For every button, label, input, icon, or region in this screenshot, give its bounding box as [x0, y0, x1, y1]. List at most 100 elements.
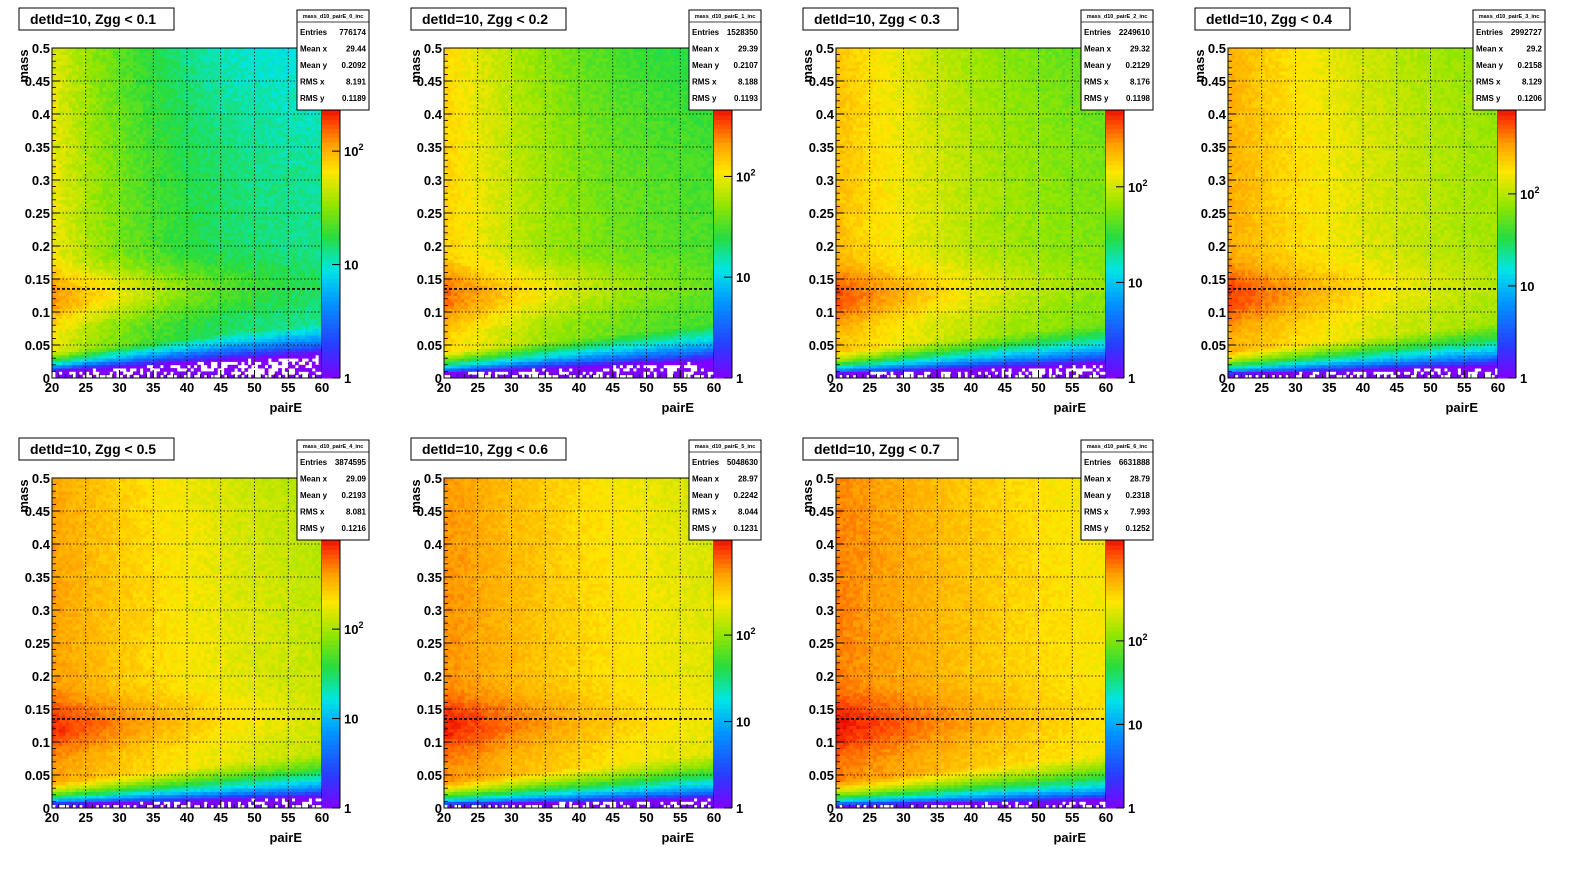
title-box: detId=10, Zgg < 0.5 [19, 438, 174, 460]
palette-swatch [322, 328, 340, 333]
palette-swatch [1106, 740, 1124, 745]
palette-swatch [322, 369, 340, 374]
palette-swatch [714, 111, 732, 116]
palette-swatch [322, 138, 340, 143]
palette-swatch [714, 794, 732, 799]
palette-swatch [1106, 758, 1124, 763]
x-tick-label: 50 [1031, 810, 1045, 825]
palette-swatch [322, 618, 340, 623]
palette-swatch [714, 133, 732, 138]
palette-swatch [322, 283, 340, 288]
y-tick-label: 0.15 [25, 702, 50, 717]
y-tick-label: 0.5 [1208, 41, 1226, 56]
y-tick-label: 0.5 [424, 471, 442, 486]
palette-label-exponent: 2 [358, 620, 363, 630]
x-tick-label: 50 [639, 810, 653, 825]
palette-swatch [1106, 726, 1124, 731]
palette-swatch [1106, 541, 1124, 546]
y-tick-label: 0.5 [32, 471, 50, 486]
y-tick-label: 0 [43, 801, 50, 816]
palette-swatch [322, 111, 340, 116]
x-tick-label: 25 [1255, 380, 1269, 395]
y-tick-label: 0.4 [32, 107, 51, 122]
palette-swatch [1106, 604, 1124, 609]
palette-swatch [1498, 151, 1516, 156]
chart-panel: 20 25 30 35 40 45 50 55 60pairE00.050.10.150.20.… [408, 438, 761, 845]
palette-swatch [1106, 686, 1124, 691]
palette-swatch [1498, 165, 1516, 170]
palette-label: 1 [1128, 371, 1135, 386]
palette-swatch [322, 699, 340, 704]
palette-swatch [1106, 613, 1124, 618]
chart-panel: 20 25 30 35 40 45 50 55 60pairE00.050.10.150.20.… [16, 438, 369, 845]
palette-swatch [1498, 233, 1516, 238]
x-tick-label: 60 [707, 810, 721, 825]
palette-swatch [1106, 197, 1124, 202]
stats-value: 2992727 [1511, 28, 1543, 37]
palette-swatch [1106, 708, 1124, 713]
stats-key: Entries [300, 458, 328, 467]
stats-name: mass_d10_pairE_2_inc [1087, 14, 1148, 20]
x-tick-label: 35 [146, 380, 160, 395]
x-tick-label: 55 [1065, 380, 1079, 395]
palette-swatch [714, 695, 732, 700]
x-tick-label: 45 [606, 380, 620, 395]
y-tick-label: 0.25 [417, 636, 442, 651]
palette-swatch [322, 550, 340, 555]
palette-swatch [322, 278, 340, 283]
palette-swatch [1106, 627, 1124, 632]
x-tick-label: 50 [247, 380, 261, 395]
x-tick-label: 60 [707, 380, 721, 395]
palette-swatch [322, 667, 340, 672]
palette-swatch [714, 319, 732, 324]
stats-key: Entries [300, 28, 328, 37]
x-tick-label: 55 [281, 380, 295, 395]
palette-swatch [322, 799, 340, 804]
palette-swatch [1498, 174, 1516, 179]
title-box: detId=10, Zgg < 0.6 [411, 438, 566, 460]
palette-swatch [322, 324, 340, 329]
palette-swatch [1106, 269, 1124, 274]
palette-swatch [322, 233, 340, 238]
title-box: detId=10, Zgg < 0.7 [803, 438, 958, 460]
palette-swatch [322, 351, 340, 356]
stats-key: RMS y [1476, 94, 1501, 103]
palette-swatch [322, 568, 340, 573]
palette-swatch [1106, 274, 1124, 279]
palette-label: 10 [736, 270, 750, 285]
palette-swatch [1106, 667, 1124, 672]
x-tick-label: 55 [1457, 380, 1471, 395]
palette-swatch [1498, 160, 1516, 165]
palette-swatch [1106, 699, 1124, 704]
palette-swatch [322, 645, 340, 650]
stats-value: 7.993 [1130, 508, 1151, 517]
chart-title: detId=10, Zgg < 0.3 [814, 11, 940, 27]
palette-swatch [714, 165, 732, 170]
palette-swatch [1106, 346, 1124, 351]
y-tick-label: 0.25 [417, 206, 442, 221]
chart-title: detId=10, Zgg < 0.1 [30, 11, 156, 27]
palette-swatch [322, 658, 340, 663]
palette-label: 102 [736, 167, 755, 184]
stats-value: 2249610 [1119, 28, 1151, 37]
palette-swatch [714, 120, 732, 125]
x-axis-label: pairE [269, 400, 302, 415]
palette-swatch [1498, 283, 1516, 288]
palette-swatch [1106, 572, 1124, 577]
palette-swatch [1106, 767, 1124, 772]
palette-swatch [1498, 129, 1516, 134]
palette-swatch [714, 722, 732, 727]
palette-swatch [1498, 183, 1516, 188]
palette-swatch [1106, 292, 1124, 297]
palette-swatch [1106, 156, 1124, 161]
palette-label: 102 [736, 626, 755, 643]
palette-swatch [714, 636, 732, 641]
palette-swatch [1498, 296, 1516, 301]
palette-swatch [714, 654, 732, 659]
palette-swatch [1106, 763, 1124, 768]
palette-swatch [322, 265, 340, 270]
stats-value: 8.081 [346, 508, 367, 517]
palette-swatch [1106, 731, 1124, 736]
